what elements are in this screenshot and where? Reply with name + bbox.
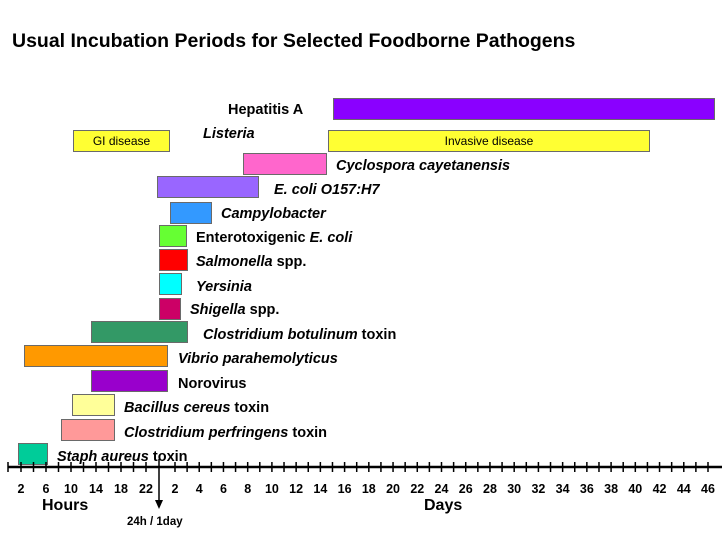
bar-5 <box>170 202 212 224</box>
hour-tick-label: 14 <box>89 482 103 496</box>
day-tick-label: 40 <box>628 482 643 496</box>
day-tick-label: 4 <box>195 482 203 496</box>
pathogen-label-1: Hepatitis A <box>228 102 304 118</box>
pathogen-label-12: Norovirus <box>178 376 247 392</box>
pathogen-label-2: Listeria <box>203 126 255 142</box>
pathogen-label-8: Yersinia <box>196 279 252 295</box>
bar-12 <box>91 370 168 392</box>
bar-4 <box>157 176 259 198</box>
hour-tick-label: 2 <box>17 482 25 496</box>
bar-7 <box>159 249 188 271</box>
pathogen-label-7: Salmonella spp. <box>196 254 307 270</box>
day-tick-label: 44 <box>676 482 691 496</box>
day-tick-label: 12 <box>289 482 304 496</box>
bar-10 <box>91 321 188 343</box>
bar-14 <box>61 419 115 441</box>
day-tick-label: 30 <box>507 482 522 496</box>
day-tick-label: 22 <box>410 482 425 496</box>
pathogen-label-3: Cyclospora cayetanensis <box>336 158 511 174</box>
day-tick-label: 14 <box>313 482 328 496</box>
hour-tick-label: 10 <box>64 482 78 496</box>
day-tick-label: 8 <box>244 482 252 496</box>
day-tick-label: 6 <box>219 482 227 496</box>
day-tick-label: 10 <box>264 482 279 496</box>
hours-axis-label: Hours <box>42 497 89 514</box>
pathogen-label-14: Clostridium perfringens toxin <box>124 425 328 441</box>
bar-9 <box>159 298 181 320</box>
day-tick-label: 2 <box>171 482 179 496</box>
day-tick-label: 46 <box>701 482 715 496</box>
day-tick-label: 38 <box>604 482 619 496</box>
day-tick-label: 32 <box>531 482 546 496</box>
day-tick-label: 26 <box>458 482 473 496</box>
pathogen-label-9: Shigella spp. <box>190 302 280 318</box>
pathogen-label-6: Enterotoxigenic E. coli <box>196 230 353 246</box>
day-tick-label: 42 <box>652 482 667 496</box>
day-tick-label: 18 <box>361 482 376 496</box>
day-tick-label: 16 <box>337 482 352 496</box>
listeria-gi-bar <box>73 130 170 152</box>
pathogen-label-5: Campylobacter <box>221 206 326 222</box>
day-tick-label: 34 <box>555 482 570 496</box>
hour-tick-label: 22 <box>139 482 153 496</box>
day-tick-label: 20 <box>386 482 400 496</box>
bar-8 <box>159 273 182 295</box>
bar-11 <box>24 345 168 367</box>
gi-disease-tag: GI disease <box>92 134 151 148</box>
bar-6 <box>159 225 187 247</box>
pathogen-label-15: Staph aureus toxin <box>57 449 188 465</box>
chart-title: Usual Incubation Periods for Selected Fo… <box>12 30 576 52</box>
day-tick-label: 28 <box>483 482 497 496</box>
bar-3 <box>243 153 327 175</box>
bar-15 <box>18 443 48 465</box>
invasive-disease-tag: Invasive disease <box>444 134 534 148</box>
day-tick-label: 36 <box>579 482 594 496</box>
hour-tick-label: 6 <box>42 482 50 496</box>
days-axis-label: Days <box>424 497 463 514</box>
pathogen-label-10: Clostridium botulinum toxin <box>203 327 397 343</box>
day-tick-label: 24 <box>434 482 449 496</box>
pathogen-label-13: Bacillus cereus toxin <box>124 400 270 416</box>
pathogen-label-11: Vibrio parahemolyticus <box>178 351 338 367</box>
boundary-arrow-head <box>155 500 163 509</box>
hour-tick-label: 18 <box>114 482 128 496</box>
pathogen-label-4: E. coli O157:H7 <box>274 182 380 198</box>
boundary-label: 24h / 1day <box>127 516 183 528</box>
bar-1 <box>333 98 715 120</box>
bar-13 <box>72 394 115 416</box>
bar-2 <box>328 130 650 152</box>
